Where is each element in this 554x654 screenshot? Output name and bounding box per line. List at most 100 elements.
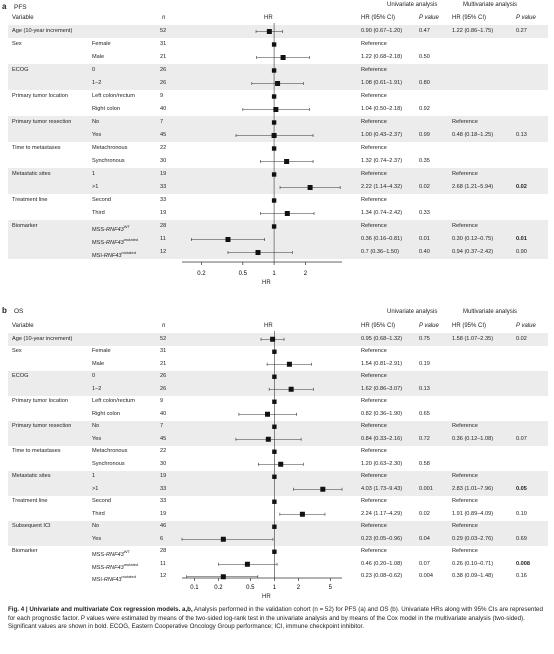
table-row: Male 21 1.54 (0.81–2.91) 0.19 <box>8 358 548 371</box>
level-label: >1 <box>92 184 99 190</box>
table-row: Sex Female 31 Reference <box>8 38 548 51</box>
multivariate-hr: 1.22 (0.86–1.75) <box>452 28 494 34</box>
univariate-hr: 1.32 (0.74–2.37) <box>361 158 403 164</box>
n-value: 19 <box>160 210 167 216</box>
table-row: Third 19 1.34 (0.74–2.42) 0.33 <box>8 207 548 220</box>
multivariate-p: 0.008 <box>516 560 530 567</box>
level-label: 0 <box>92 67 96 73</box>
level-label: 1 <box>92 171 96 177</box>
hr-point <box>284 211 290 216</box>
univariate-p: 0.02 <box>419 184 430 190</box>
table-row: Time to metastases Metachronous 22 Referenc… <box>8 142 548 155</box>
header-hr-ci: HR (95% CI) <box>361 323 396 329</box>
multivariate-p: 0.27 <box>516 28 527 34</box>
header-n: n <box>162 323 166 329</box>
univariate-hr: 1.00 (0.43–2.37) <box>361 132 403 138</box>
x-tick-label: 5 <box>329 585 333 591</box>
univariate-hr: 1.62 (0.86–3.07) <box>361 385 403 392</box>
univariate-p: 0.47 <box>419 28 430 34</box>
hr-point <box>273 107 279 112</box>
univariate-p: 0.33 <box>419 210 430 216</box>
univariate-hr: Reference <box>361 223 387 229</box>
hr-point <box>271 133 277 138</box>
variable-label: Time to metastases <box>12 448 61 455</box>
x-tick-label: 0.5 <box>239 271 248 277</box>
hr-point <box>265 436 271 442</box>
level-label: Male <box>92 360 105 367</box>
hr-point <box>278 461 284 467</box>
n-value: 19 <box>160 510 167 517</box>
header-multivariate: Multivariate analysis <box>463 309 518 315</box>
n-value: 21 <box>160 360 167 367</box>
univariate-hr: 1.54 (0.81–2.91) <box>361 360 403 367</box>
level-label: Male <box>92 54 105 60</box>
univariate-p: 0.02 <box>419 510 430 517</box>
n-value: 7 <box>160 119 164 125</box>
n-value: 26 <box>160 80 167 86</box>
table-row: Primary tumor location Left colon/rectum 9… <box>8 90 548 103</box>
level-label: Yes <box>92 132 102 138</box>
univariate-hr: Reference <box>361 373 387 380</box>
n-value: 33 <box>160 197 167 203</box>
table-row: Right colon 40 0.82 (0.36–1.90) 0.65 <box>8 408 548 421</box>
level-label: 1–2 <box>92 385 102 392</box>
univariate-hr: 2.24 (1.17–4.29) <box>361 510 403 517</box>
variable-label: Treatment line <box>12 498 48 505</box>
n-value: 9 <box>160 398 164 405</box>
univariate-hr: Reference <box>361 523 387 530</box>
univariate-p: 0.92 <box>419 106 430 112</box>
univariate-hr: 0.23 (0.05–0.96) <box>361 535 403 542</box>
variable-label: Primary tumor resection <box>12 423 72 430</box>
level-label: Second <box>92 498 111 505</box>
univariate-p: 0.99 <box>419 132 430 138</box>
table-row: Primary tumor resection No 7 Reference Refer… <box>8 420 548 433</box>
table-row: Metastatic sites 1 19 Reference Reference <box>8 470 548 483</box>
univariate-hr: 0.84 (0.33–2.16) <box>361 435 403 442</box>
header-hr-ci: HR (95% CI) <box>452 15 487 21</box>
multivariate-hr: 0.36 (0.12–1.08) <box>452 435 494 442</box>
n-value: 26 <box>160 385 167 392</box>
univariate-hr: Reference <box>361 119 387 125</box>
n-value: 28 <box>160 223 167 229</box>
n-value: 33 <box>160 498 167 505</box>
univariate-hr: Reference <box>361 498 387 505</box>
univariate-p: 0.13 <box>419 385 430 392</box>
header-n: n <box>162 15 166 21</box>
header-variable: Variable <box>12 15 34 21</box>
level-label: Synchronous <box>92 460 125 467</box>
multivariate-hr: Reference <box>452 523 478 530</box>
hr-point <box>266 29 272 34</box>
table-row: Synchronous 30 1.32 (0.74–2.37) 0.35 <box>8 155 548 168</box>
x-tick-label: 0.5 <box>246 585 255 591</box>
univariate-p: 0.72 <box>419 435 430 442</box>
x-tick-label: 1 <box>273 585 277 591</box>
x-tick-label: 2 <box>297 585 301 591</box>
n-value: 33 <box>160 485 167 492</box>
hr-point <box>286 361 292 367</box>
univariate-hr: Reference <box>361 548 387 555</box>
n-value: 40 <box>160 410 167 417</box>
panel-title: PFS <box>14 4 27 11</box>
n-value: 19 <box>160 171 167 177</box>
n-value: 6 <box>160 535 164 542</box>
reference-point <box>272 349 277 354</box>
header-variable: Variable <box>12 323 34 329</box>
header-hr-ci: HR (95% CI) <box>361 15 396 21</box>
n-value: 31 <box>160 41 167 47</box>
univariate-hr: 0.95 (0.68–1.32) <box>361 335 403 342</box>
x-tick-label: 0.2 <box>197 271 206 277</box>
n-value: 28 <box>160 548 167 555</box>
univariate-p: 0.19 <box>419 360 430 367</box>
univariate-hr: 1.34 (0.74–2.42) <box>361 210 403 216</box>
variable-label: Primary tumor location <box>12 93 68 99</box>
multivariate-hr: Reference <box>452 548 478 555</box>
multivariate-hr: 0.38 (0.09–1.48) <box>452 573 494 580</box>
univariate-hr: 4.03 (1.73–9.43) <box>361 485 403 492</box>
header-hr: HR <box>264 15 273 21</box>
variable-label: Age (10-year increment) <box>12 335 73 342</box>
univariate-hr: 0.7 (0.36–1.50) <box>361 249 399 255</box>
table-row: ECOG 0 26 Reference <box>8 370 548 383</box>
x-tick-label: 0.1 <box>190 585 199 591</box>
variable-label: Biomarker <box>12 548 38 555</box>
